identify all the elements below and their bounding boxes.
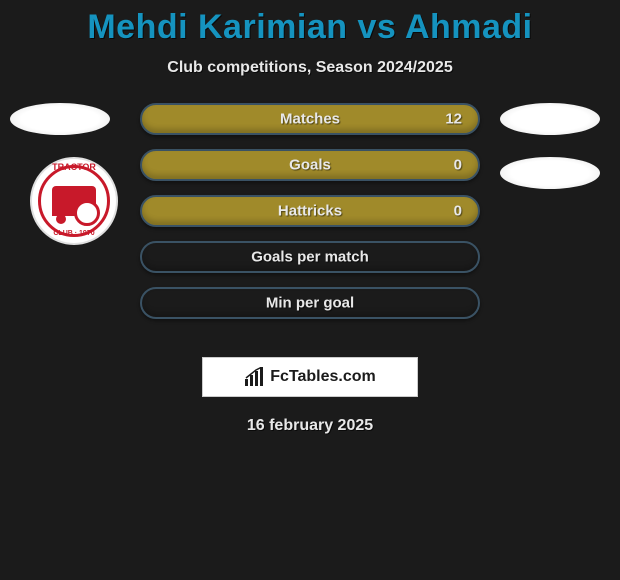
- club-logo-right-placeholder: [500, 157, 600, 189]
- stat-label: Goals: [142, 157, 478, 174]
- stat-value-right: 12: [445, 111, 462, 128]
- stat-bar-goals-per-match: Goals per match: [140, 241, 480, 273]
- branding-box[interactable]: FcTables.com: [202, 357, 418, 397]
- stat-bar-goals: Goals 0: [140, 149, 480, 181]
- stat-label: Hattricks: [142, 203, 478, 220]
- page-title: Mehdi Karimian vs Ahmadi: [0, 0, 620, 47]
- subtitle: Club competitions, Season 2024/2025: [0, 59, 620, 77]
- branding-text: FcTables.com: [270, 368, 376, 386]
- chart-icon: [244, 367, 264, 387]
- player-left-column: TRACTOR CLUB · 1970: [10, 103, 110, 245]
- stat-value-right: 0: [454, 203, 462, 220]
- club-logo-bottom-text: CLUB · 1970: [32, 230, 116, 237]
- date-footer: 16 february 2025: [0, 417, 620, 435]
- stat-bar-hattricks: Hattricks 0: [140, 195, 480, 227]
- stat-bars: Matches 12 Goals 0 Hattricks 0 Goals per…: [140, 103, 480, 333]
- tractor-icon: [52, 186, 96, 216]
- stat-label: Matches: [142, 111, 478, 128]
- player-left-avatar: [10, 103, 110, 135]
- player-right-avatar: [500, 103, 600, 135]
- stat-bar-matches: Matches 12: [140, 103, 480, 135]
- club-logo-inner: [38, 165, 110, 237]
- stat-bar-min-per-goal: Min per goal: [140, 287, 480, 319]
- stat-label: Goals per match: [142, 249, 478, 266]
- stat-label: Min per goal: [142, 295, 478, 312]
- comparison-area: TRACTOR CLUB · 1970 Matches 12 Goals 0 H…: [0, 115, 620, 345]
- stat-value-right: 0: [454, 157, 462, 174]
- club-logo-left: TRACTOR CLUB · 1970: [30, 157, 118, 245]
- player-right-column: [500, 103, 600, 211]
